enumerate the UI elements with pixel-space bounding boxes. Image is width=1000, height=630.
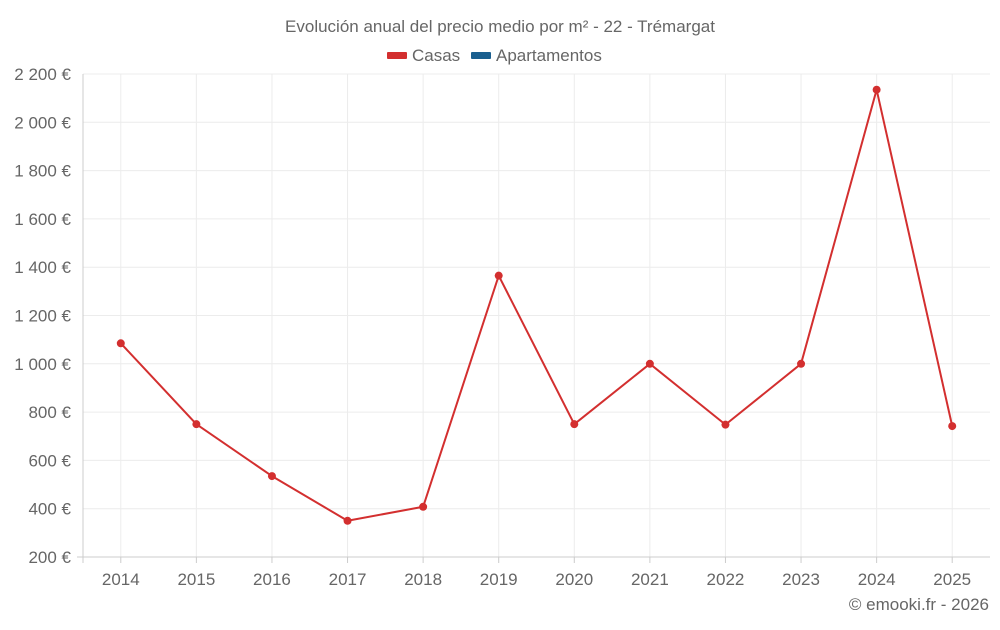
- legend-label-casas: Casas: [412, 46, 460, 65]
- y-tick-label: 400 €: [28, 500, 71, 519]
- legend-swatch-apartamentos: [471, 52, 491, 59]
- x-tick-label: 2022: [707, 570, 745, 589]
- y-tick-label: 1 600 €: [14, 210, 71, 229]
- legend-item-casas[interactable]: Casas: [387, 46, 460, 65]
- x-tick-label: 2025: [933, 570, 971, 589]
- x-tick-label: 2015: [177, 570, 215, 589]
- data-point: [721, 420, 730, 429]
- grid: [83, 73, 990, 557]
- data-point: [343, 516, 352, 525]
- y-tick-label: 600 €: [28, 451, 71, 470]
- y-tick-label: 200 €: [28, 548, 71, 567]
- data-point: [494, 271, 503, 280]
- y-tick-label: 2 200 €: [14, 65, 71, 84]
- data-point: [192, 420, 201, 429]
- data-point: [645, 359, 654, 368]
- y-tick-label: 800 €: [28, 403, 71, 422]
- y-tick-label: 1 200 €: [14, 307, 71, 326]
- x-tick-label: 2021: [631, 570, 669, 589]
- x-tick-label: 2020: [555, 570, 593, 589]
- y-tick-label: 1 800 €: [14, 162, 71, 181]
- data-point: [267, 472, 276, 481]
- data-point: [419, 502, 428, 511]
- x-tick-label: 2024: [858, 570, 896, 589]
- footer-credit: © emooki.fr - 2026: [849, 595, 989, 614]
- data-point: [570, 420, 579, 429]
- data-point: [797, 359, 806, 368]
- data-point: [948, 422, 957, 431]
- x-tick-label: 2016: [253, 570, 291, 589]
- legend-label-apartamentos: Apartamentos: [496, 46, 602, 65]
- y-tick-label: 1 000 €: [14, 355, 71, 374]
- legend: Casas Apartamentos: [387, 46, 602, 65]
- x-tick-label: 2018: [404, 570, 442, 589]
- axes: 200 € 400 € 600 € 800 € 1 000 € 1 200 € 1 400 …: [14, 65, 990, 589]
- data-point: [872, 85, 881, 94]
- legend-swatch-casas: [387, 52, 407, 59]
- series-line-casas: [120, 88, 954, 522]
- x-tick-label: 2019: [480, 570, 518, 589]
- x-tick-label: 2014: [102, 570, 140, 589]
- y-tick-label: 2 000 €: [14, 113, 71, 132]
- series: [116, 85, 957, 525]
- legend-item-apartamentos[interactable]: Apartamentos: [471, 46, 602, 65]
- chart-title: Evolución anual del precio medio por m² …: [285, 17, 715, 36]
- y-tick-label: 1 400 €: [14, 258, 71, 277]
- x-tick-label: 2023: [782, 570, 820, 589]
- x-tick-label: 2017: [329, 570, 367, 589]
- data-point: [116, 339, 125, 348]
